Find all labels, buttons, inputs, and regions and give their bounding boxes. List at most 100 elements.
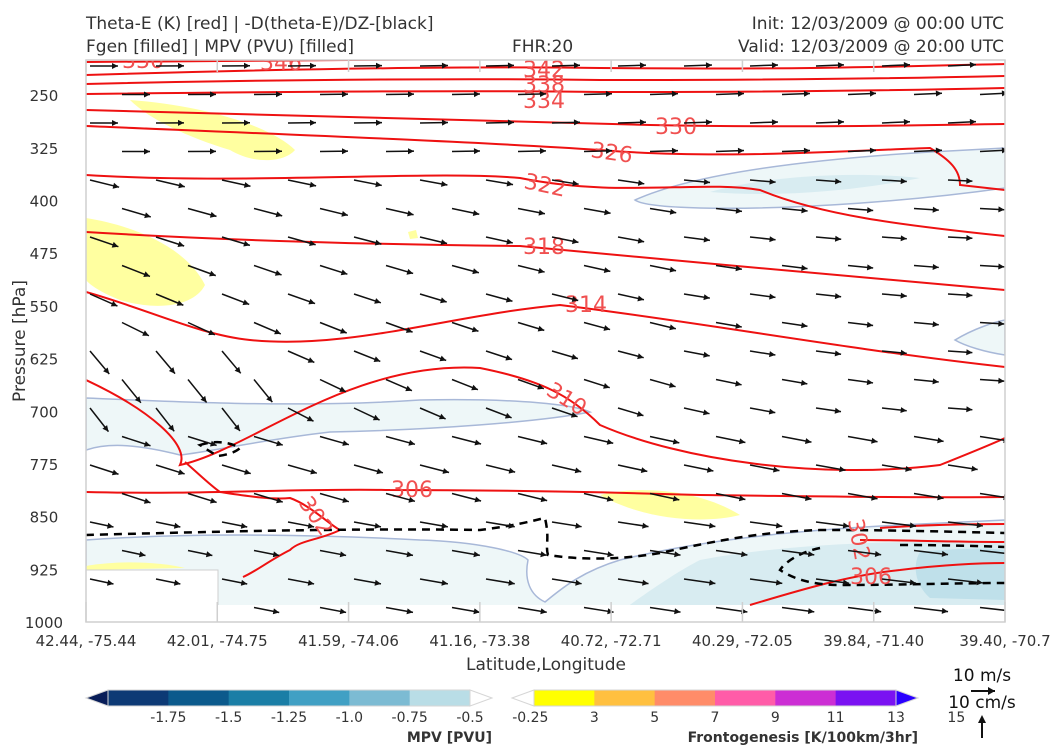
wind-vector-head bbox=[307, 579, 315, 586]
wind-vector-head bbox=[805, 438, 812, 444]
wind-vector-head bbox=[342, 148, 348, 155]
wind-vector-head bbox=[775, 579, 783, 586]
wind-vector-head bbox=[801, 322, 808, 329]
wind-vector-head bbox=[168, 367, 175, 374]
theta-e-line bbox=[86, 174, 1005, 237]
wind-vector-head bbox=[937, 494, 944, 501]
wind-vector-head bbox=[107, 579, 114, 586]
wind-vector-head bbox=[374, 579, 381, 586]
theta-e-label: 346 bbox=[260, 51, 302, 76]
wind-vector-head bbox=[276, 91, 282, 98]
colorbar-swatch bbox=[289, 690, 350, 706]
wind-vector-head bbox=[107, 522, 114, 529]
wind-vector-head bbox=[705, 119, 712, 126]
wind-vector-head bbox=[937, 437, 944, 444]
wind-vector-head bbox=[905, 466, 912, 472]
colorbar-swatch bbox=[409, 690, 471, 706]
colorbar-tick-label: -0.5 bbox=[456, 710, 483, 726]
wind-vector-head bbox=[373, 356, 381, 362]
wind-vector-head bbox=[339, 608, 347, 615]
wind-vector-head bbox=[272, 608, 280, 615]
mpv-fill-region bbox=[953, 319, 1005, 356]
wind-vector-head bbox=[200, 395, 207, 403]
wind-vector-head bbox=[769, 236, 776, 243]
wind-vector-head bbox=[807, 608, 815, 614]
wind-vector-head bbox=[406, 268, 414, 275]
wind-vector bbox=[979, 549, 1005, 555]
wind-vector-head bbox=[807, 551, 815, 557]
colorbar-tick-label: 9 bbox=[771, 710, 780, 726]
terrain-mask bbox=[86, 605, 1005, 622]
wind-vector-head bbox=[144, 212, 151, 219]
wind-vector-head bbox=[966, 406, 973, 413]
colorbar-swatch bbox=[775, 690, 837, 706]
wind-vector-head bbox=[969, 61, 976, 68]
wind-vector-head bbox=[474, 496, 482, 503]
x-axis: 42.44, -75.44 42.01, -74.75 41.59, -74.06 4… bbox=[36, 60, 1050, 650]
wind-vector-head bbox=[932, 378, 939, 385]
wind-vector-head bbox=[405, 385, 412, 392]
wind-vector-head bbox=[574, 467, 582, 474]
wind-vector-head bbox=[575, 522, 582, 529]
wind-vector-head bbox=[307, 522, 315, 529]
wind-vector-head bbox=[240, 522, 248, 529]
wind-vector-head bbox=[308, 298, 316, 305]
wind-vector-head bbox=[737, 147, 744, 154]
wind-vector-head bbox=[801, 207, 808, 214]
wind-vector-head bbox=[603, 325, 611, 331]
wind-vector-head bbox=[570, 411, 578, 418]
wind-vector-head bbox=[342, 497, 349, 503]
wind-vector-head bbox=[803, 147, 810, 154]
wind-vector-head bbox=[274, 270, 282, 276]
wind-vector-head bbox=[375, 181, 382, 188]
wind-vector-head bbox=[376, 468, 383, 475]
y-tick-label: 1000 bbox=[25, 614, 63, 632]
theta-e-line bbox=[86, 75, 1005, 85]
fgen-colorbar-title: Frontogenesis [K/100km/3hr] bbox=[688, 730, 918, 746]
wind-vector-head bbox=[706, 466, 714, 473]
wind-vector-head bbox=[1009, 551, 1015, 557]
wind-vector-head bbox=[134, 396, 141, 403]
wind-vector-head bbox=[441, 62, 448, 69]
fgen-fill-region bbox=[86, 218, 205, 306]
x-tick-label: 40.29, -72.05 bbox=[692, 632, 793, 650]
plot-area: 330 346 342 338 334 330 326 322 318 314 … bbox=[86, 51, 1015, 622]
wind-vector-head bbox=[834, 235, 842, 242]
wind-vector-head bbox=[572, 238, 579, 245]
wind-vector-head bbox=[439, 355, 447, 362]
mpv-fill-region bbox=[915, 548, 1005, 600]
wind-vector-head bbox=[709, 522, 716, 529]
wind-vector-head bbox=[438, 413, 446, 420]
wind-vector-head bbox=[440, 239, 448, 245]
theta-e-line bbox=[879, 523, 1005, 529]
valid-time: Valid: 12/03/2009 @ 20:00 UTC bbox=[738, 37, 1004, 57]
wind-key-vertical: 10 cm/s bbox=[948, 693, 1016, 713]
wind-vector-head bbox=[835, 178, 842, 185]
wind-vector-head bbox=[209, 211, 217, 218]
wind-vector-head bbox=[144, 148, 150, 155]
wind-vector-head bbox=[572, 180, 579, 187]
wind-vector-head bbox=[771, 62, 778, 69]
wind-vector-head bbox=[773, 466, 780, 473]
wind-vector-head bbox=[834, 293, 842, 300]
wind-vector-head bbox=[406, 608, 413, 615]
wind-vector-head bbox=[703, 351, 710, 358]
plot-frame bbox=[85, 59, 1006, 623]
wind-vector-head bbox=[244, 119, 250, 126]
wind-vector-head bbox=[176, 300, 184, 306]
fgen-fill-region bbox=[86, 562, 185, 570]
x-tick-label: 41.59, -74.06 bbox=[298, 632, 399, 650]
wind-vector-head bbox=[606, 496, 614, 502]
wind-vector-head bbox=[900, 349, 907, 356]
theta-e-line bbox=[86, 488, 1005, 499]
wind-vector-head bbox=[775, 522, 783, 529]
wind-vector-head bbox=[900, 407, 907, 413]
wind-vector-head bbox=[112, 120, 118, 126]
wind-vector-head bbox=[703, 294, 710, 301]
wind-vector-head bbox=[540, 608, 547, 615]
wind-vector-head bbox=[472, 210, 480, 216]
wind-vector-head bbox=[869, 90, 876, 97]
wind-vector-head bbox=[178, 62, 184, 69]
wind-vector-head bbox=[309, 240, 316, 246]
